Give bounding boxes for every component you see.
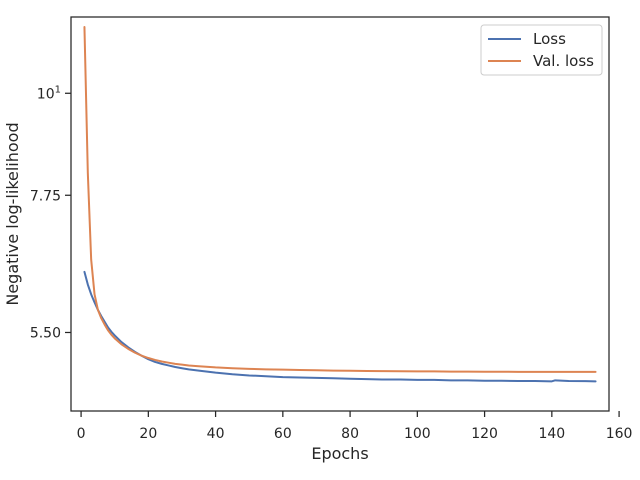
y-tick-label-exponent: 1 <box>55 84 61 95</box>
x-tick-label: 20 <box>139 426 157 442</box>
plot-lines <box>83 26 597 383</box>
x-tick-label: 40 <box>207 426 225 442</box>
y-axis-title: Negative log-likelihood <box>3 122 22 305</box>
y-tick-label: 101 <box>37 84 61 102</box>
x-tick-label: 160 <box>606 426 633 442</box>
x-tick-label: 140 <box>538 426 565 442</box>
x-tick-label: 60 <box>274 426 292 442</box>
y-tick-label: 5.50 <box>30 325 61 341</box>
plot-frame <box>70 16 610 412</box>
x-tick-label: 0 <box>77 426 86 442</box>
legend-box <box>480 24 603 76</box>
y-axis: 5.50 7.75 101 <box>30 84 71 341</box>
series-line-loss <box>83 270 597 383</box>
y-tick-label: 7.75 <box>30 188 61 204</box>
x-axis-title: Epochs <box>311 444 368 463</box>
x-axis: 0 20 40 60 80 100 120 140 160 <box>77 411 633 442</box>
legend: Loss Val. loss <box>480 24 603 76</box>
legend-label-val-loss: Val. loss <box>533 52 594 70</box>
x-tick-label: 100 <box>404 426 431 442</box>
series-line-val-loss <box>83 26 597 373</box>
x-tick-label: 80 <box>341 426 359 442</box>
y-tick-label-base: 10 <box>37 86 55 102</box>
legend-label-loss: Loss <box>533 30 566 48</box>
x-tick-label: 120 <box>471 426 498 442</box>
